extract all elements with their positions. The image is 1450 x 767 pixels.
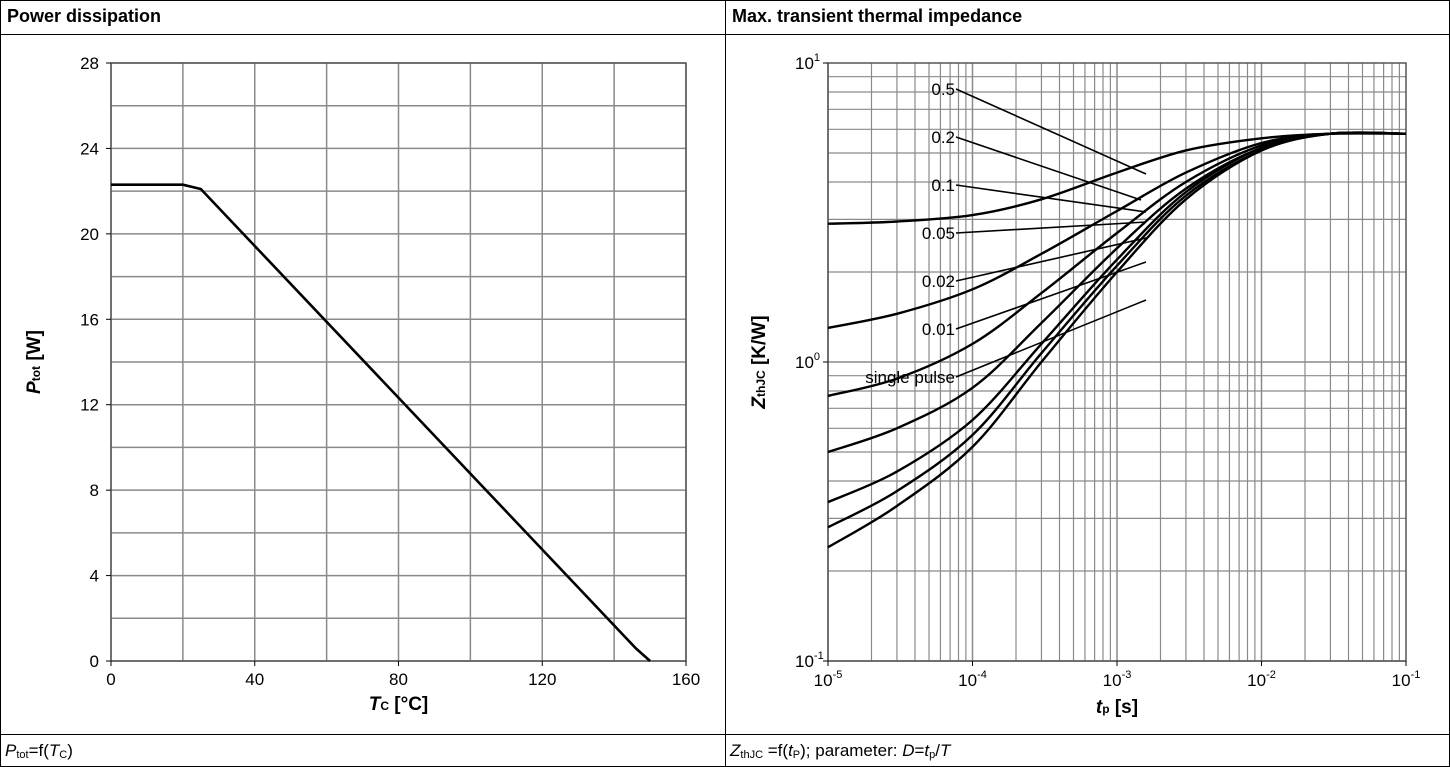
footer-subscript: tot [16, 749, 29, 761]
y-tick-label: 20 [80, 225, 99, 244]
y-tick-label: 0 [90, 652, 99, 671]
x-tick-label: 10-3 [1103, 669, 1132, 690]
x-tick-label: 10-2 [1247, 669, 1276, 690]
footer-arg-subscript: C [59, 749, 68, 761]
footer-d: D [902, 741, 915, 760]
leader-line [955, 221, 1147, 234]
leader-line [955, 299, 1147, 378]
x-tick-label: 160 [672, 670, 700, 689]
right-chart-cell [725, 34, 1450, 735]
y-tick-label: 10-1 [795, 650, 824, 671]
x-tick-label: 40 [245, 670, 264, 689]
curve-label: 0.01 [922, 320, 955, 339]
curve-label: 0.02 [922, 272, 955, 291]
footer-arg-subscript: P [792, 749, 801, 761]
x-tick-label: 10-5 [814, 669, 843, 690]
curve-label: 0.2 [931, 128, 955, 147]
footer-func: =f( [763, 741, 789, 760]
left-panel-title: Power dissipation [7, 6, 162, 26]
power-curve [111, 183, 651, 662]
curve-label: 0.5 [931, 80, 955, 99]
footer-t-subscript: p [929, 749, 936, 761]
footer-t: t [924, 741, 930, 760]
y-axis-label: Ptot [W] [24, 330, 45, 394]
x-tick-label: 10-1 [1392, 669, 1421, 690]
footer-subscript: thJC [740, 749, 764, 761]
leader-line [955, 136, 1142, 201]
left-panel-footer: Ptot=f(TC) [0, 734, 726, 767]
x-tick-label: 10-4 [958, 669, 987, 690]
footer-symbol: P [5, 741, 17, 760]
x-axis-label: tp [s] [1096, 697, 1138, 718]
footer-T: T [940, 741, 951, 760]
x-axis-label: TC [°C] [369, 694, 429, 715]
footer-func: =f( [28, 741, 49, 760]
curve-label: 0.05 [922, 224, 955, 243]
footer-arg: t [788, 741, 793, 760]
y-tick-label: 12 [80, 396, 99, 415]
y-tick-label: 24 [80, 139, 99, 158]
leader-line [955, 261, 1147, 330]
y-tick-label: 8 [90, 481, 99, 500]
y-tick-label: 4 [90, 567, 99, 586]
footer-slash: / [935, 741, 940, 760]
leader-line [955, 237, 1147, 282]
y-tick-label: 101 [795, 52, 820, 73]
y-tick-label: 16 [80, 310, 99, 329]
power-dissipation-chart: 0 40 80 120 160 0 4 8 12 16 20 24 28 TC [°C] Ptot [W] [24, 54, 700, 715]
leader-line [955, 184, 1147, 213]
footer-eq: = [914, 741, 925, 760]
footer-symbol: Z [730, 741, 741, 760]
footer-close: ) [67, 741, 73, 760]
curve-label: 0.1 [931, 176, 955, 195]
x-tick-label: 0 [106, 670, 115, 689]
footer-parameter-text: ); parameter: [800, 741, 903, 760]
right-panel-title: Max. transient thermal impedance [732, 6, 1023, 26]
x-tick-label: 120 [528, 670, 556, 689]
y-axis-label: ZthJC [K/W] [749, 315, 770, 409]
x-tick-label: 80 [389, 670, 408, 689]
left-panel-header: Power dissipation [0, 0, 726, 35]
footer-arg: T [48, 741, 60, 760]
curve-label: single pulse [865, 368, 955, 387]
leader-line [955, 88, 1147, 175]
y-tick-label: 100 [795, 351, 820, 372]
y-tick-label: 28 [80, 54, 99, 73]
